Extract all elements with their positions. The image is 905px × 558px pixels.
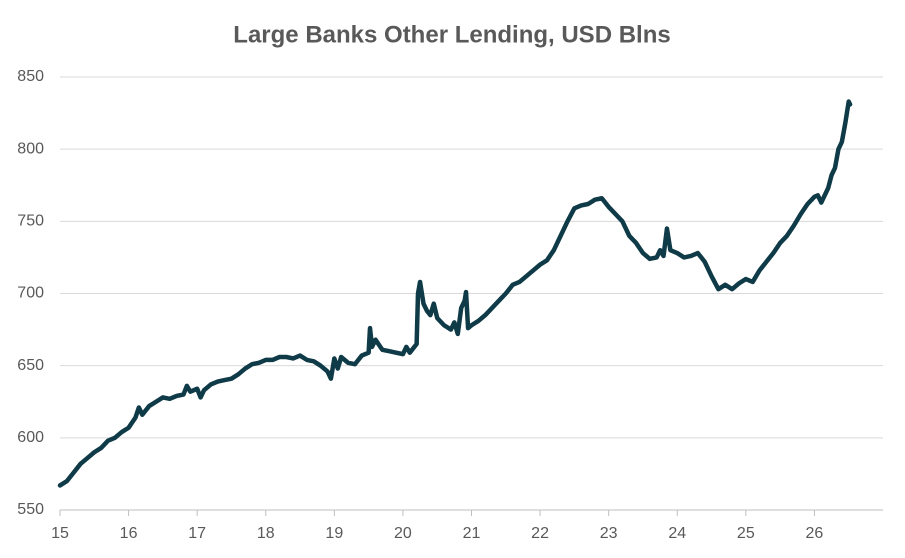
- x-tick-label: 18: [257, 525, 275, 542]
- y-tick-label: 700: [17, 285, 44, 302]
- y-tick-label: 850: [17, 68, 44, 85]
- x-tick-label: 19: [325, 525, 343, 542]
- x-tick-label: 26: [806, 525, 824, 542]
- y-tick-label: 650: [17, 357, 44, 374]
- data-line: [57, 99, 853, 488]
- x-tick-label: 20: [394, 525, 412, 542]
- y-tick-label: 750: [17, 213, 44, 230]
- y-tick-label: 550: [17, 501, 44, 518]
- x-tick-label: 23: [600, 525, 618, 542]
- x-tick-label: 17: [188, 525, 206, 542]
- x-tick-label: 22: [531, 525, 549, 542]
- y-tick-label: 800: [17, 140, 44, 157]
- chart-title: Large Banks Other Lending, USD Blns: [233, 21, 670, 48]
- x-tick-label: 16: [120, 525, 138, 542]
- x-tick-label: 21: [463, 525, 481, 542]
- x-tick-label: 15: [51, 525, 69, 542]
- y-tick-label: 600: [17, 429, 44, 446]
- x-tick-label: 25: [737, 525, 755, 542]
- x-tick-label: 24: [668, 525, 686, 542]
